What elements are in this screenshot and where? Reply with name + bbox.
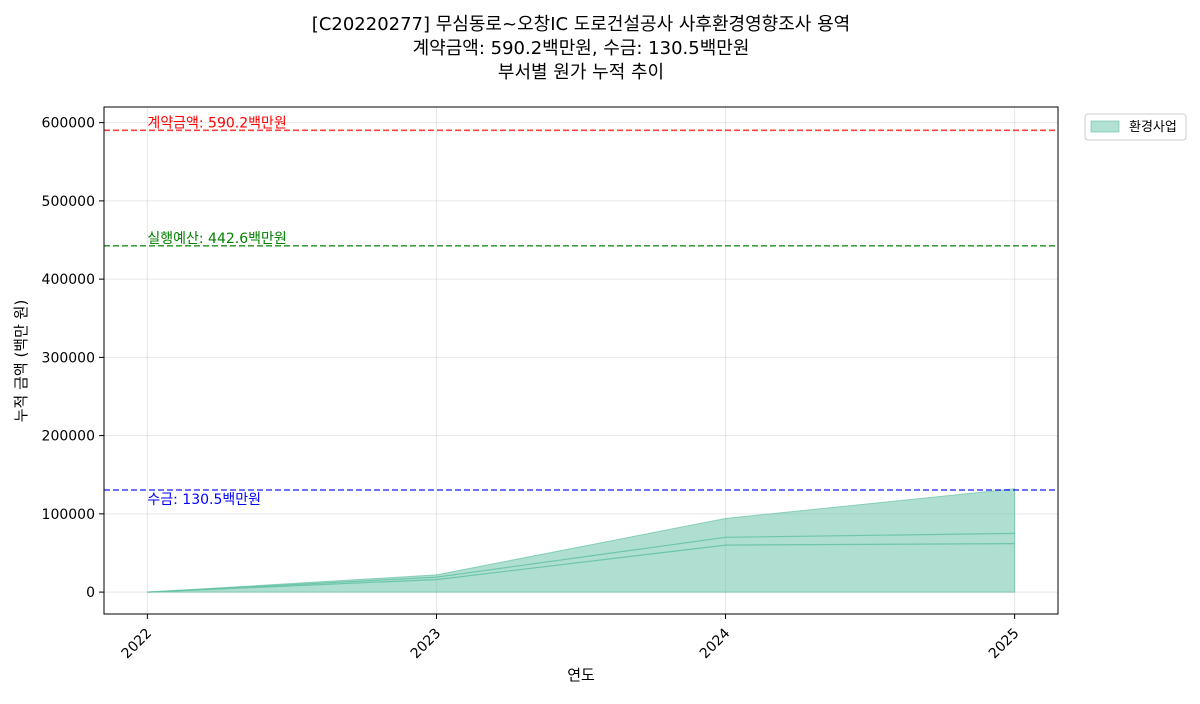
chart-subtitle-1: 계약금액: 590.2백만원, 수금: 130.5백만원 — [413, 38, 750, 59]
reference-line-label: 수금: 130.5백만원 — [147, 492, 261, 508]
x-tick-label: 2025 — [986, 626, 1023, 663]
x-tick-label: 2023 — [408, 626, 445, 663]
series-area — [147, 488, 1016, 593]
x-axis-ticks: 2022 2023 2024 2025 — [119, 614, 1023, 663]
series-stack-boundary — [147, 532, 1015, 593]
x-tick-label: 2024 — [697, 625, 734, 662]
chart-subtitle-2: 부서별 원가 누적 추이 — [498, 62, 664, 83]
y-tick-label: 200000 — [42, 429, 95, 445]
legend-label: 환경사업 — [1129, 120, 1177, 135]
y-tick-label: 100000 — [42, 507, 95, 523]
series-stack-boundary — [147, 542, 1015, 593]
x-tick-label: 2022 — [119, 626, 156, 663]
grid — [104, 107, 1058, 614]
series-layer — [147, 488, 1016, 593]
legend-swatch — [1090, 120, 1120, 133]
y-tick-label: 500000 — [42, 194, 95, 210]
chart-title: [C20220277] 무심동로~오창IC 도로건설공사 사후환경영향조사 용역 — [312, 14, 850, 35]
reference-line-label: 계약금액: 590.2백만원 — [147, 115, 286, 131]
reference-line-label: 실행예산: 442.6백만원 — [147, 231, 286, 247]
y-tick-label: 600000 — [42, 116, 95, 132]
y-tick-label: 300000 — [42, 350, 95, 366]
y-axis-label: 누적 금액 (백만 원) — [12, 300, 30, 423]
plot-frame — [103, 106, 1059, 615]
y-tick-label: 0 — [86, 585, 95, 601]
x-axis-label: 연도 — [567, 666, 595, 684]
legend: 환경사업 — [1084, 113, 1187, 141]
y-tick-label: 400000 — [42, 272, 95, 288]
y-axis-ticks: 0 100000 200000 300000 400000 500000 600000 — [42, 116, 104, 601]
